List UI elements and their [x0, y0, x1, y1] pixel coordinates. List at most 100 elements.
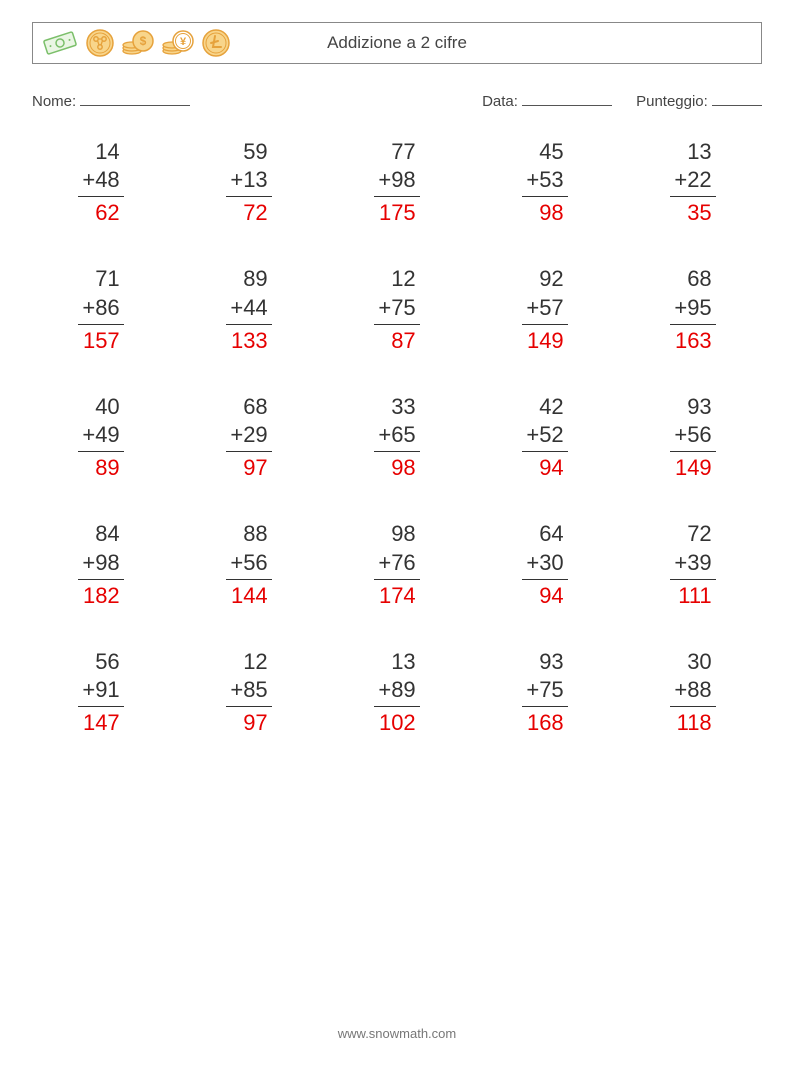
- coin-stack-yen-icon: ¥: [161, 29, 195, 57]
- addend-bottom-line: +95: [670, 294, 715, 325]
- addend-bottom: 52: [539, 422, 563, 447]
- addend-bottom-line: +39: [670, 549, 715, 580]
- answer: 174: [374, 580, 419, 610]
- problem: 13+89102: [328, 648, 466, 737]
- addend-top: 93: [670, 393, 715, 421]
- answer: 102: [374, 707, 419, 737]
- addend-bottom: 56: [243, 550, 267, 575]
- addend-bottom: 91: [95, 677, 119, 702]
- answer: 62: [78, 197, 123, 227]
- operator: +: [526, 166, 539, 194]
- addend-top: 56: [78, 648, 123, 676]
- operator: +: [674, 549, 687, 577]
- operator: +: [82, 166, 95, 194]
- answer: 87: [374, 325, 419, 355]
- addend-bottom: 98: [95, 550, 119, 575]
- score-blank: [712, 92, 762, 106]
- operator: +: [82, 549, 95, 577]
- problem: 92+57149: [476, 265, 614, 354]
- problem: 40+4989: [32, 393, 170, 482]
- name-blank: [80, 92, 190, 106]
- answer: 149: [522, 325, 567, 355]
- addend-bottom-line: +52: [522, 421, 567, 452]
- operator: +: [674, 294, 687, 322]
- answer: 98: [522, 197, 567, 227]
- addend-bottom: 29: [243, 422, 267, 447]
- answer: 89: [78, 452, 123, 482]
- answer: 175: [374, 197, 419, 227]
- answer: 182: [78, 580, 123, 610]
- problem: 42+5294: [476, 393, 614, 482]
- operator: +: [378, 166, 391, 194]
- addend-bottom-line: +53: [522, 166, 567, 197]
- addend-top: 42: [522, 393, 567, 421]
- date-blank: [522, 92, 612, 106]
- operator: +: [378, 676, 391, 704]
- addend-bottom: 48: [95, 167, 119, 192]
- addend-bottom-line: +57: [522, 294, 567, 325]
- addend-top: 14: [78, 138, 123, 166]
- date-label: Data:: [482, 93, 518, 110]
- addend-bottom-line: +29: [226, 421, 271, 452]
- addend-top: 92: [522, 265, 567, 293]
- problem: 14+4862: [32, 138, 170, 227]
- addend-bottom-line: +13: [226, 166, 271, 197]
- addend-bottom: 39: [687, 550, 711, 575]
- addend-bottom-line: +48: [78, 166, 123, 197]
- addend-bottom: 89: [391, 677, 415, 702]
- addend-bottom: 57: [539, 295, 563, 320]
- addend-bottom-line: +22: [670, 166, 715, 197]
- addend-bottom: 22: [687, 167, 711, 192]
- answer: 149: [670, 452, 715, 482]
- answer: 118: [670, 707, 715, 737]
- answer: 94: [522, 452, 567, 482]
- addend-bottom: 44: [243, 295, 267, 320]
- addend-top: 59: [226, 138, 271, 166]
- addend-bottom-line: +91: [78, 676, 123, 707]
- addend-top: 64: [522, 520, 567, 548]
- addend-top: 13: [374, 648, 419, 676]
- addend-bottom: 30: [539, 550, 563, 575]
- addend-top: 98: [374, 520, 419, 548]
- answer: 97: [226, 707, 271, 737]
- problem: 59+1372: [180, 138, 318, 227]
- coin-stack-dollar-icon: $: [121, 29, 155, 57]
- litecoin-coin-icon: [201, 28, 231, 58]
- addend-bottom-line: +76: [374, 549, 419, 580]
- addend-bottom-line: +44: [226, 294, 271, 325]
- addend-bottom: 88: [687, 677, 711, 702]
- date-field: Data:: [482, 92, 612, 110]
- answer: 147: [78, 707, 123, 737]
- addend-bottom-line: +85: [226, 676, 271, 707]
- answer: 35: [670, 197, 715, 227]
- svg-text:$: $: [140, 34, 147, 48]
- addend-top: 68: [670, 265, 715, 293]
- answer: 72: [226, 197, 271, 227]
- operator: +: [674, 166, 687, 194]
- answer: 168: [522, 707, 567, 737]
- addend-top: 33: [374, 393, 419, 421]
- answer: 163: [670, 325, 715, 355]
- problems-grid: 14+486259+137277+9817545+539813+223571+8…: [32, 138, 762, 737]
- operator: +: [526, 676, 539, 704]
- name-label: Nome:: [32, 93, 76, 110]
- addend-top: 12: [374, 265, 419, 293]
- operator: +: [526, 294, 539, 322]
- addend-bottom-line: +88: [670, 676, 715, 707]
- addend-bottom: 76: [391, 550, 415, 575]
- problem: 12+8597: [180, 648, 318, 737]
- problem: 93+75168: [476, 648, 614, 737]
- problem: 84+98182: [32, 520, 170, 609]
- operator: +: [378, 294, 391, 322]
- answer: 97: [226, 452, 271, 482]
- score-label: Punteggio:: [636, 93, 708, 110]
- addend-bottom-line: +75: [522, 676, 567, 707]
- addend-bottom: 75: [539, 677, 563, 702]
- problem: 13+2235: [624, 138, 762, 227]
- addend-bottom-line: +89: [374, 676, 419, 707]
- problem: 30+88118: [624, 648, 762, 737]
- addend-top: 89: [226, 265, 271, 293]
- addend-top: 68: [226, 393, 271, 421]
- problem: 71+86157: [32, 265, 170, 354]
- problem: 89+44133: [180, 265, 318, 354]
